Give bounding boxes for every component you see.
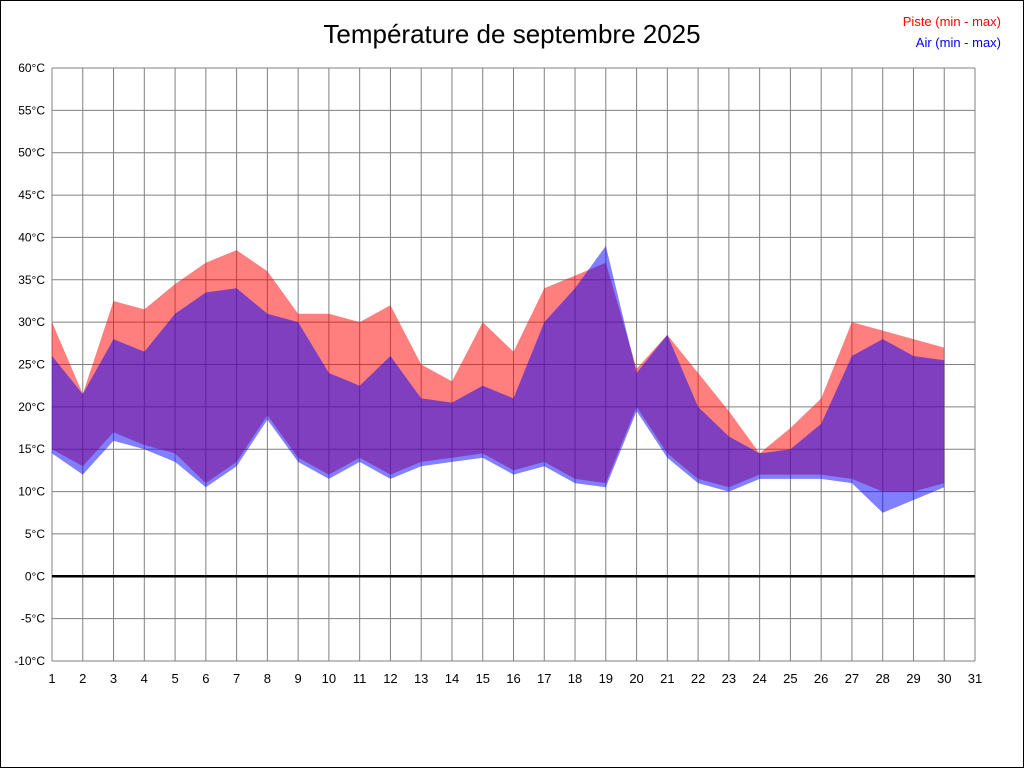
x-tick-label: 28 (875, 671, 889, 686)
y-tick-label: 55°C (18, 103, 45, 117)
x-tick-label: 30 (937, 671, 951, 686)
x-tick-label: 10 (322, 671, 336, 686)
x-tick-label: 25 (783, 671, 797, 686)
x-tick-label: 2 (79, 671, 86, 686)
air-band (52, 245, 945, 513)
y-tick-label: 0°C (25, 569, 45, 583)
x-tick-label: 27 (845, 671, 859, 686)
y-tick-label: 10°C (18, 485, 45, 499)
y-tick-label: 40°C (18, 230, 45, 244)
x-tick-label: 6 (202, 671, 209, 686)
y-axis-labels: 60°C 55°C 50°C 45°C 40°C 35°C 30°C 25°C 20°C 15°C… (14, 61, 45, 668)
y-tick-label: 60°C (18, 61, 45, 75)
x-tick-label: 15 (475, 671, 489, 686)
legend: Piste (min - max) Air (min - max) (903, 11, 1001, 53)
x-tick-label: 12 (383, 671, 397, 686)
chart-title: Température de septembre 2025 (323, 19, 701, 49)
y-tick-label: 50°C (18, 146, 45, 160)
y-tick-label: 15°C (18, 442, 45, 456)
x-tick-label: 26 (814, 671, 828, 686)
x-tick-label: 8 (264, 671, 271, 686)
x-tick-label: 24 (752, 671, 766, 686)
y-tick-label: 35°C (18, 273, 45, 287)
y-tick-label: 5°C (25, 527, 45, 541)
min-max-bands (52, 245, 945, 513)
y-tick-label: 25°C (18, 358, 45, 372)
y-tick-label: 20°C (18, 400, 45, 414)
x-tick-label: 23 (722, 671, 736, 686)
x-tick-label: 29 (906, 671, 920, 686)
x-tick-label: 4 (141, 671, 148, 686)
y-tick-label: 30°C (18, 315, 45, 329)
x-tick-label: 16 (506, 671, 520, 686)
x-tick-label: 3 (110, 671, 117, 686)
x-tick-label: 19 (599, 671, 613, 686)
x-tick-label: 1 (48, 671, 55, 686)
x-axis-labels: 1 2 3 4 5 6 7 8 9 10 11 12 13 14 15 16 17 18 19 20 21 22 23 24 2… (48, 671, 982, 686)
x-tick-label: 17 (537, 671, 551, 686)
x-tick-label: 5 (171, 671, 178, 686)
x-tick-label: 22 (691, 671, 705, 686)
y-tick-label: -5°C (21, 612, 45, 626)
x-tick-label: 11 (353, 671, 367, 686)
y-tick-label: -10°C (14, 654, 45, 668)
x-tick-label: 18 (568, 671, 582, 686)
x-tick-label: 31 (968, 671, 982, 686)
x-tick-label: 9 (295, 671, 302, 686)
x-tick-label: 7 (233, 671, 240, 686)
x-tick-label: 13 (414, 671, 428, 686)
x-tick-label: 20 (629, 671, 643, 686)
y-tick-label: 45°C (18, 188, 45, 202)
legend-air-label: Air (min - max) (915, 35, 1001, 50)
x-tick-label: 21 (660, 671, 674, 686)
legend-piste-label: Piste (min - max) (902, 14, 1001, 29)
x-tick-label: 14 (445, 671, 459, 686)
